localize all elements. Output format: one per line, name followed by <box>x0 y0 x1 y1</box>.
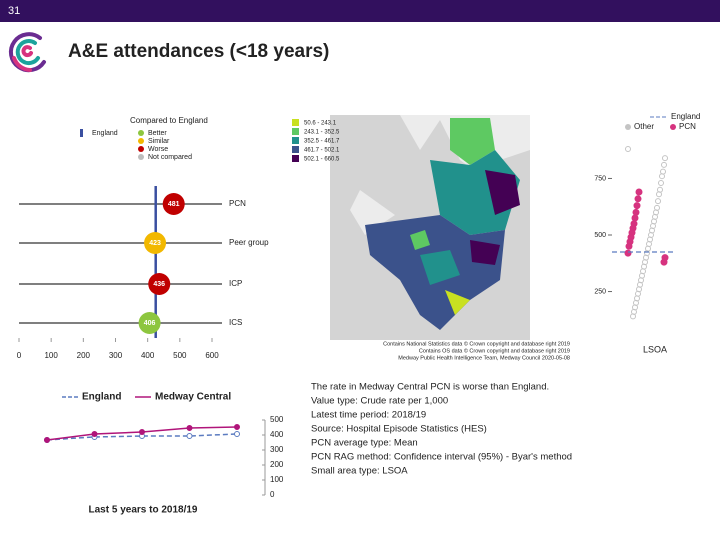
point <box>630 313 636 320</box>
y-tick-label: 400 <box>270 430 284 439</box>
legend-swatch <box>292 137 299 144</box>
value-label: 436 <box>153 281 165 288</box>
category-label: Peer group <box>229 238 269 247</box>
x-tick-label: 600 <box>205 351 219 360</box>
point <box>631 214 639 222</box>
top-bar <box>0 0 720 22</box>
legend-label: 50.6 - 243.1 <box>304 121 337 127</box>
point <box>658 179 664 186</box>
legend-swatch <box>138 154 144 160</box>
point <box>625 242 633 250</box>
legend-swatch <box>670 124 676 130</box>
point <box>139 429 145 435</box>
dot <box>162 193 185 215</box>
point <box>632 208 640 216</box>
x-axis-label: Last 5 years to 2018/19 <box>89 505 198 516</box>
map-credit: Contains OS data © Crown copyright and d… <box>419 347 570 354</box>
category-label: ICS <box>229 318 242 327</box>
info-text: The rate in Medway Central PCN is worse … <box>311 382 549 393</box>
info-text: Source: Hospital Episode Statistics (HES… <box>311 424 487 435</box>
point <box>234 430 240 437</box>
point <box>661 161 667 168</box>
point <box>635 188 643 196</box>
point <box>91 430 98 437</box>
info-text: PCN average type: Mean <box>311 438 418 449</box>
map-credit: Contains National Statistics data © Crow… <box>383 340 570 347</box>
legend-swatch <box>292 155 299 162</box>
legend-swatch <box>292 128 299 135</box>
y-tick-label: 500 <box>270 415 284 424</box>
y-tick-label: 100 <box>270 475 284 484</box>
slide-title: A&E attendances (<18 years) <box>68 41 329 62</box>
point <box>625 146 631 153</box>
legend-label: England <box>92 130 118 137</box>
point <box>662 155 668 162</box>
info-text: Latest time period: 2018/19 <box>311 410 426 421</box>
map-credit: Medway Public Health Intelligence Team, … <box>398 355 570 361</box>
value-label: 406 <box>144 320 156 327</box>
point <box>659 173 665 180</box>
y-tick-label: 300 <box>270 445 284 454</box>
legend-label: 502.1 - 660.5 <box>304 157 340 163</box>
point <box>633 202 641 210</box>
point <box>44 436 50 443</box>
category-label: ICP <box>229 279 242 288</box>
info-text: Value type: Crude rate per 1,000 <box>311 396 448 407</box>
dot <box>148 273 171 295</box>
legend-label: 461.7 - 502.1 <box>304 148 340 154</box>
legend-label: PCN <box>679 122 696 131</box>
y-tick-label: 200 <box>270 460 284 469</box>
x-tick-label: 0 <box>17 351 22 360</box>
x-tick-label: 400 <box>141 351 155 360</box>
dot <box>144 232 167 254</box>
x-tick-label: 300 <box>109 351 123 360</box>
point <box>660 258 668 266</box>
point <box>655 198 661 205</box>
legend-swatch <box>292 119 299 126</box>
point <box>656 191 662 198</box>
legend-label: Not compared <box>148 154 192 161</box>
legend-swatch <box>138 146 144 152</box>
legend-label: Similar <box>148 138 170 145</box>
y-tick-label: 750 <box>594 175 606 182</box>
value-label: 423 <box>149 240 161 247</box>
value-label: 481 <box>168 201 180 208</box>
legend-swatch <box>138 138 144 144</box>
map <box>330 115 530 340</box>
legend-label: Better <box>148 130 167 137</box>
legend-swatch <box>292 146 299 153</box>
legend-label: Other <box>634 122 654 131</box>
dot <box>138 312 161 334</box>
chart-title: Compared to England <box>130 116 208 125</box>
point <box>624 249 632 257</box>
info-text: Small area type: LSOA <box>311 466 408 477</box>
legend-swatch <box>80 129 83 137</box>
point <box>634 195 642 203</box>
point <box>186 424 193 431</box>
point <box>234 424 240 431</box>
category-label: PCN <box>229 199 246 208</box>
legend-label: England <box>671 112 700 121</box>
logo <box>8 32 46 73</box>
legend-swatch <box>625 124 631 130</box>
y-tick-label: 500 <box>594 232 606 239</box>
legend-label: 352.5 - 461.7 <box>304 139 340 145</box>
info-text: PCN RAG method: Confidence interval (95%… <box>311 452 572 463</box>
x-tick-label: 200 <box>77 351 91 360</box>
legend-label: Worse <box>148 146 168 153</box>
point <box>186 433 193 440</box>
x-axis-label: LSOA <box>643 344 667 354</box>
page-number: 31 <box>8 5 20 17</box>
legend-swatch <box>138 130 144 136</box>
legend-label: 243.1 - 352.5 <box>304 130 340 136</box>
legend-label: Medway Central <box>155 392 231 403</box>
y-tick-label: 0 <box>270 490 275 499</box>
x-tick-label: 100 <box>44 351 58 360</box>
x-tick-label: 500 <box>173 351 187 360</box>
y-tick-label: 250 <box>594 288 606 295</box>
legend-label: England <box>82 392 121 403</box>
